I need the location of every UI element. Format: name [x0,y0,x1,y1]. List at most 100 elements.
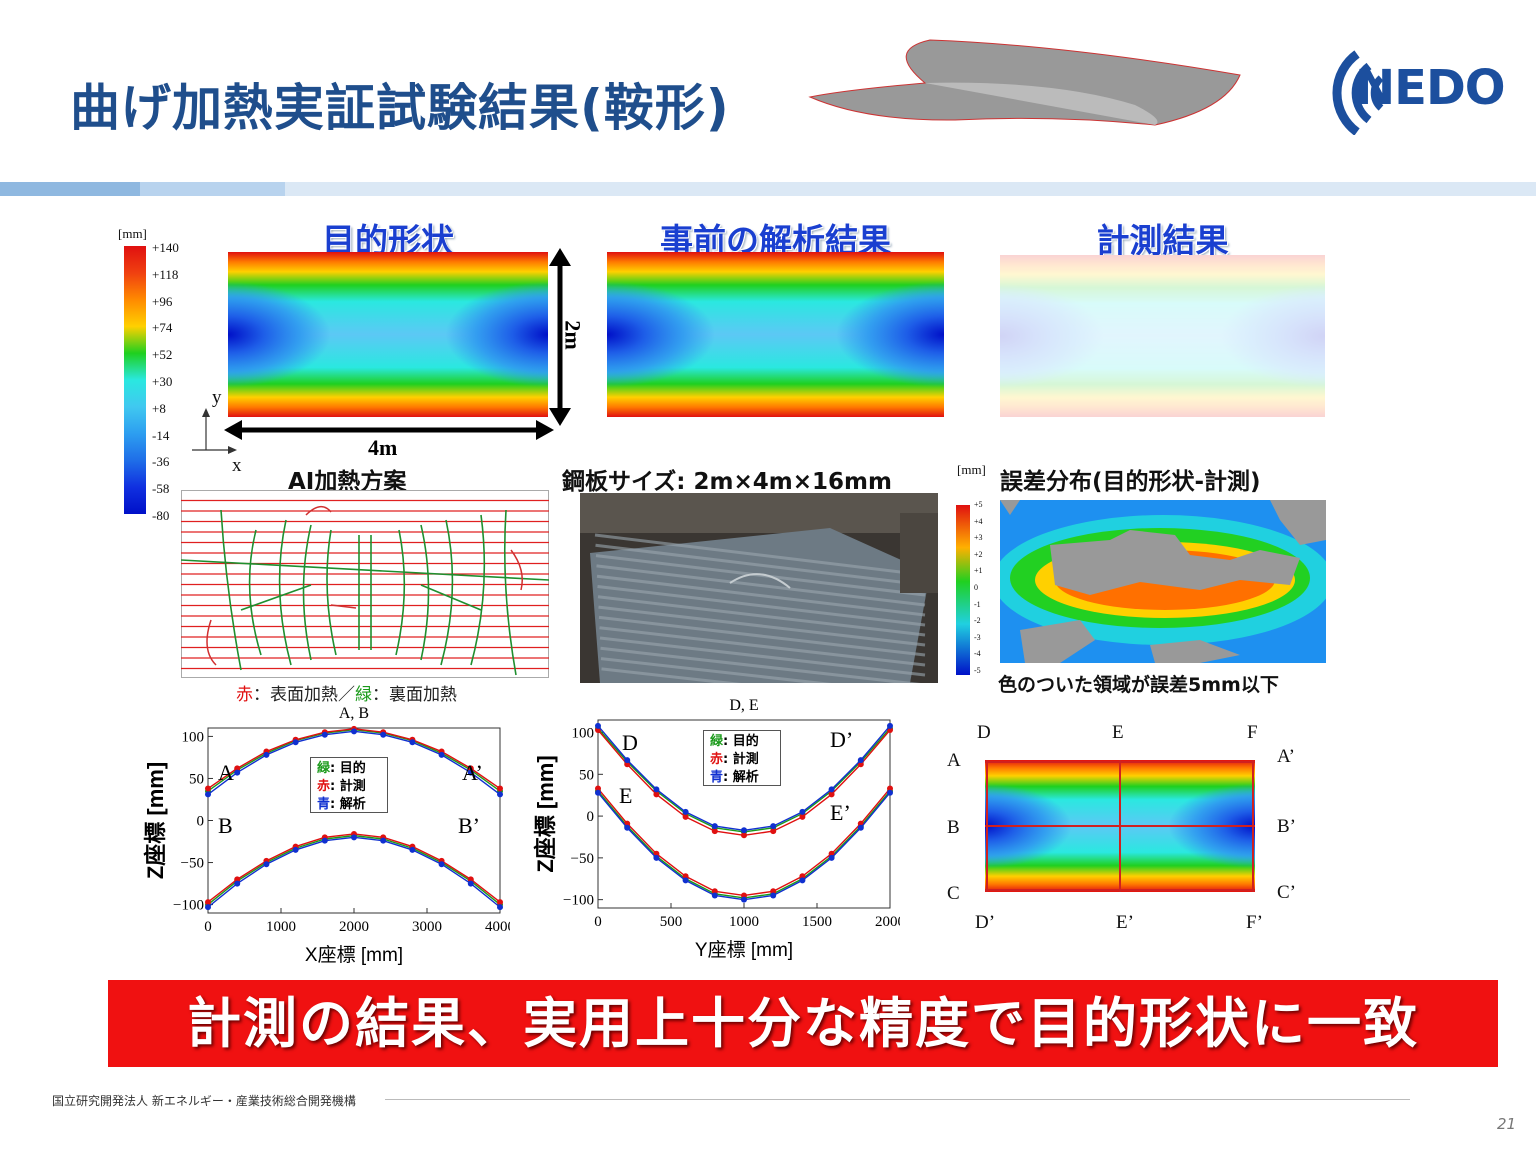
x-axis-label: Y座標 [mm] [695,939,793,961]
x-tick-label: 2000 [875,914,900,930]
data-point [799,813,806,820]
y-tick-label: 0 [587,809,595,825]
data-point [857,824,864,831]
x-tick-label: 4000 [485,919,510,935]
data-point [711,888,718,895]
heatmap-analysis [607,252,944,417]
chart-title: D, E [729,697,758,714]
legend-key-blue: 青 [317,797,331,812]
section-a-prime: A’ [1277,746,1295,767]
data-point [682,877,689,884]
data-point [467,876,474,883]
data-point [409,846,416,853]
data-point [409,739,416,746]
annotation-b: B [218,813,233,838]
data-point [887,722,893,729]
legend-val-green: : 目的 [723,734,759,749]
saddle-shape-illustration [808,39,1241,126]
nedo-logo-mark [1332,50,1384,136]
data-point [321,731,328,738]
legend-key-blue: 青 [710,770,724,785]
height-label: 2m [560,320,586,350]
legend-key-red: 赤 [317,779,331,794]
series-line [207,833,501,903]
data-point [624,757,631,764]
y-tick-label: 50 [579,767,594,783]
section-f: F [1247,722,1258,743]
annotation-d-prime: D’ [830,727,853,752]
nedo-logo[interactable]: NEDO [1295,40,1515,136]
data-point [497,791,503,798]
x-tick-label: 1000 [266,919,296,935]
data-point [799,873,806,880]
annotation-e: E [619,783,632,808]
data-point [205,899,211,906]
section-c: C [947,883,960,904]
data-point [438,751,445,758]
data-point [770,828,777,835]
scale-tick: +118 [152,266,179,282]
y-tick-label: 100 [572,726,595,742]
heatmap-target [228,252,548,417]
error-title: 誤差分布(目的形状-計測) [1000,469,1261,495]
data-point [351,834,357,841]
y-tick-label: 50 [189,771,204,787]
header-band [0,182,1536,196]
height-arrow [549,248,571,426]
error-tick: +4 [974,516,983,526]
x-tick-label: 0 [594,914,602,930]
data-point [653,850,660,857]
scale-tick: +30 [152,374,173,389]
legend-key-green: 緑 [710,734,724,749]
scale-tick: -58 [152,481,170,497]
y-axis-label: Z座標 [mm] [143,762,168,879]
scale-tick: -36 [152,454,170,470]
heating-plan-diagram [181,490,549,678]
section-a: A [947,750,961,771]
data-point [741,896,747,903]
error-tick: 0 [974,583,978,592]
data-point [234,769,241,776]
error-tick: -2 [974,616,981,626]
logo-text: NEDO [1355,60,1506,116]
data-point [234,765,241,772]
x-axis-label: X座標 [mm] [305,944,403,966]
data-point [653,786,660,793]
data-point [828,850,835,857]
data-point [887,789,893,796]
axis-y-label: y [212,387,222,408]
data-point [467,880,474,887]
data-point [205,785,211,792]
header-band-accent-2 [140,182,285,196]
scale-tick: +74 [152,320,173,336]
data-point [857,757,864,764]
legend-val-red: : 計測 [330,779,366,794]
error-tick: -5 [974,666,981,675]
data-point [497,904,503,911]
data-point [653,854,660,861]
error-tick: -1 [974,599,981,609]
conclusion-banner: 計測の結果、実用上十分な精度で目的形状に一致 [108,980,1498,1067]
data-point [234,880,241,887]
data-point [682,808,689,815]
legend-box-2: 緑: 目的 赤: 計測 青: 解析 [703,730,781,786]
y-tick-label: −50 [181,856,204,872]
section-f-prime: F’ [1246,912,1263,933]
header-band-accent [0,182,140,196]
data-point [828,791,835,798]
heating-legend: 赤：表面加熱／緑：裏面加熱 [236,680,457,705]
x-tick-label: 500 [660,914,683,930]
data-point [595,789,601,796]
data-point [711,823,718,830]
y-tick-label: −100 [173,898,204,914]
heatmap-measured [1000,255,1325,417]
data-point [741,827,747,834]
data-point [351,728,357,735]
data-point [234,876,241,883]
data-point [263,861,270,868]
annotation-a-prime: A’ [462,760,483,785]
data-point [741,832,747,839]
x-tick-label: 1000 [729,914,759,930]
error-unit: [mm] [957,462,986,477]
